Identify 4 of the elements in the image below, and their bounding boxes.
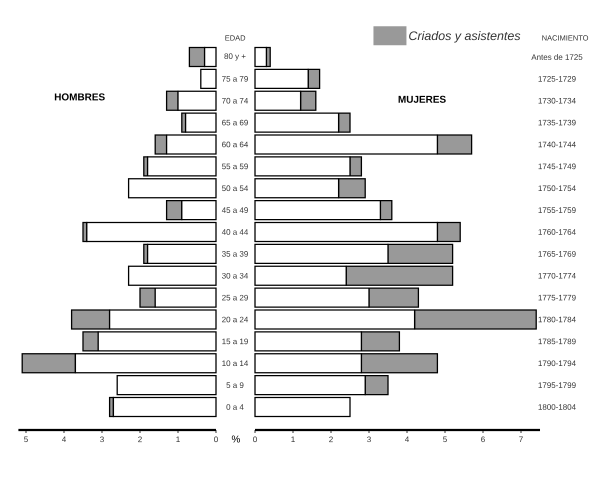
x-axis-title: % [232,436,240,442]
text: MUJERES [398,96,446,103]
legend-label: Criados y asistentes [409,31,520,43]
text: HOMBRES [54,93,105,100]
